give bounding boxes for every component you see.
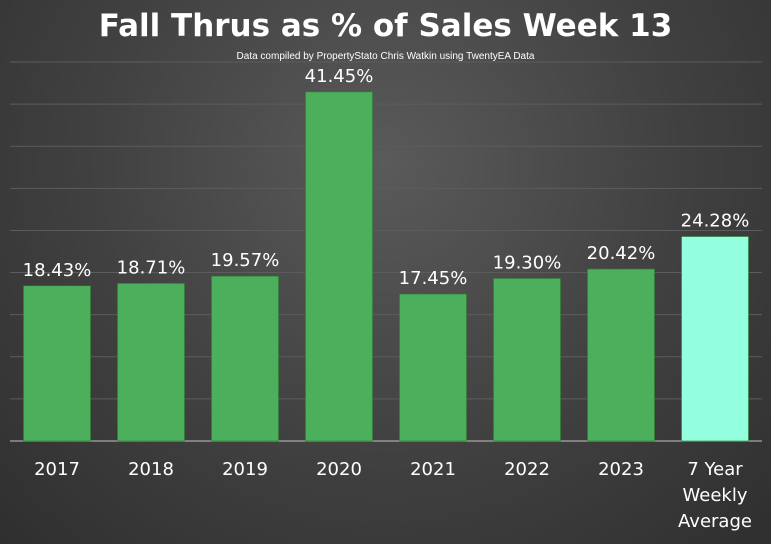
bar-2020: [305, 91, 373, 442]
x-tick-label: 2023: [598, 459, 644, 480]
chart-title: Fall Thrus as % of Sales Week 13: [98, 8, 673, 44]
x-tick-label: 2019: [222, 459, 268, 480]
chart-subtitle: Data compiled by PropertyStato Chris Wat…: [236, 51, 535, 62]
x-tick-label: 2018: [128, 459, 174, 480]
x-tick-label: 2017: [34, 459, 80, 480]
data-label: 19.30%: [493, 252, 562, 273]
data-label: 17.45%: [399, 268, 468, 289]
x-tick-label: 7 Year Weekly Average: [678, 459, 752, 532]
bar-2022: [493, 278, 561, 442]
bar-2017: [23, 285, 91, 442]
x-tick-label: 2020: [316, 459, 362, 480]
bar-2018: [117, 283, 185, 442]
bar-2021: [399, 293, 467, 442]
x-tick-label: 2022: [504, 459, 550, 480]
data-label: 18.43%: [23, 260, 92, 281]
data-label: 20.42%: [587, 243, 656, 264]
bar-2023: [587, 268, 655, 442]
data-label: 24.28%: [681, 211, 750, 232]
bar-2019: [211, 275, 279, 442]
data-label: 18.71%: [117, 257, 186, 278]
bar-7-year-weekly-average: [681, 236, 749, 442]
x-tick-label: 2021: [410, 459, 456, 480]
data-label: 41.45%: [305, 66, 374, 87]
data-label: 19.57%: [211, 250, 280, 271]
